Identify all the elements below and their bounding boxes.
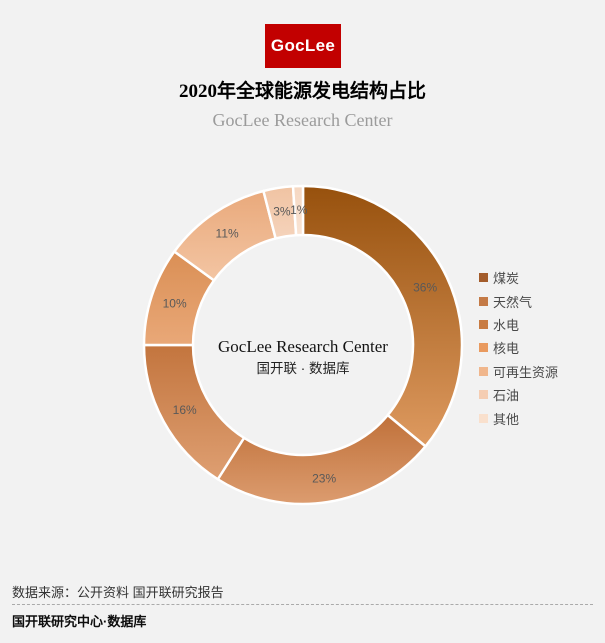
donut-chart: 36% 23% 16% 10% 11% 3% 1% GocLee Research Cent… <box>142 184 464 506</box>
legend-label: 煤炭 <box>493 271 520 287</box>
slice-percent-label: 36% <box>413 281 437 295</box>
legend-item-其他[interactable]: 其他 <box>479 406 558 429</box>
legend-label: 核电 <box>493 341 520 357</box>
legend-item-核电[interactable]: 核电 <box>479 336 558 359</box>
pie-slice-煤炭[interactable] <box>301 184 464 448</box>
slice-percent-label: 11% <box>216 226 239 240</box>
legend-swatch-icon <box>479 273 488 283</box>
slice-percent-label: 3% <box>273 205 291 219</box>
pie-slice-天然气[interactable] <box>216 413 427 506</box>
donut-center-text-en: GocLee Research Center <box>218 337 388 356</box>
legend-label: 水电 <box>493 317 520 333</box>
legend-swatch-icon <box>479 413 488 423</box>
slice-percent-label: 10% <box>163 296 187 310</box>
donut-center-text-cn: 国开联 · 数据库 <box>257 361 350 376</box>
goclee-logo-text: GocLee <box>270 36 336 55</box>
chart-title: 2020年全球能源发电结构占比 <box>178 81 426 102</box>
chart-legend: 煤炭天然气水电核电可再生资源石油其他 <box>479 266 558 430</box>
legend-label: 其他 <box>493 411 520 427</box>
legend-swatch-icon <box>479 343 488 353</box>
footer-divider <box>12 604 593 605</box>
legend-label: 石油 <box>493 388 520 404</box>
legend-item-天然气[interactable]: 天然气 <box>479 289 558 312</box>
legend-item-石油[interactable]: 石油 <box>479 383 558 406</box>
legend-swatch-icon <box>479 296 488 306</box>
slice-percent-label: 1% <box>290 203 308 217</box>
legend-item-水电[interactable]: 水电 <box>479 313 558 336</box>
slice-percent-label: 23% <box>312 471 336 485</box>
legend-swatch-icon <box>479 390 488 400</box>
goclee-logo: GocLee <box>265 24 341 68</box>
legend-swatch-icon <box>479 366 488 376</box>
data-source-note: 数据来源：公开资料 国开联研究报告 <box>12 585 224 600</box>
footer-brand: 国开联研究中心·数据库 <box>12 614 147 629</box>
pie-slice-其他[interactable] <box>291 184 305 237</box>
legend-label: 天然气 <box>493 294 533 310</box>
legend-item-煤炭[interactable]: 煤炭 <box>479 266 558 289</box>
chart-subtitle: GocLee Research Center <box>212 110 393 130</box>
legend-label: 可再生资源 <box>493 364 559 380</box>
legend-swatch-icon <box>479 319 488 329</box>
slice-percent-label: 16% <box>173 403 197 417</box>
legend-item-可再生资源[interactable]: 可再生资源 <box>479 360 558 383</box>
